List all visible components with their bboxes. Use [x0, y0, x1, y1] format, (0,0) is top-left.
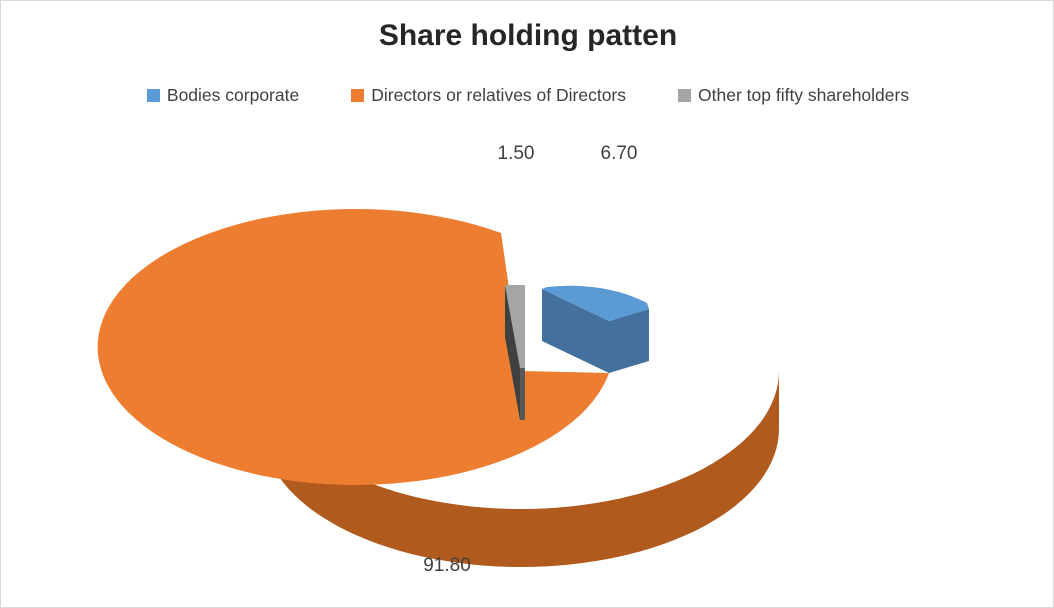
- pie-slice-bodies-corporate[interactable]: [542, 285, 649, 373]
- pie-slice-orange-top: [97, 209, 610, 486]
- pie-slice-blue-top-wedge: [542, 285, 649, 309]
- legend-swatch-orange-icon: [351, 89, 365, 102]
- pie-slice-blue-wall: [542, 289, 609, 373]
- chart-legend: Bodies corporate Directors or relatives …: [1, 85, 1053, 106]
- pie-slice-directors-or-relatives[interactable]: [97, 209, 779, 567]
- pie-slice-orange-side: [263, 371, 779, 567]
- legend-swatch-blue-icon: [146, 89, 160, 102]
- chart-title: Share holding patten: [378, 19, 678, 52]
- pie-slice-gray-wall: [505, 285, 520, 420]
- data-label-other-top-fifty: 1.50: [498, 143, 535, 164]
- pie-chart-svg: 1.50 6.70 91.80: [97, 143, 779, 576]
- legend-label-other-top-fifty: Other top fifty shareholders: [698, 85, 910, 105]
- legend-label-bodies-corporate: Bodies corporate: [166, 85, 300, 105]
- data-label-directors-or-relatives: 91.80: [423, 555, 471, 576]
- legend-swatch-gray-icon: [678, 89, 692, 102]
- pie-slice-other-top-fifty[interactable]: [505, 285, 525, 420]
- pie-slice-gray-side: [520, 368, 525, 420]
- legend-label-directors-or-relatives: Directors or relatives of Directors: [371, 85, 627, 105]
- pie-slice-gray-top: [505, 285, 525, 368]
- pie-plot-area: 1.50 6.70 91.80: [1, 121, 1053, 601]
- data-label-bodies-corporate: 6.70: [601, 143, 638, 164]
- pie-slice-blue-side: [609, 309, 649, 373]
- legend-item-other-top-fifty[interactable]: Other top fifty shareholders: [678, 85, 909, 106]
- legend-item-bodies-corporate[interactable]: Bodies corporate: [146, 85, 300, 106]
- legend-item-directors-or-relatives[interactable]: Directors or relatives of Directors: [351, 85, 626, 106]
